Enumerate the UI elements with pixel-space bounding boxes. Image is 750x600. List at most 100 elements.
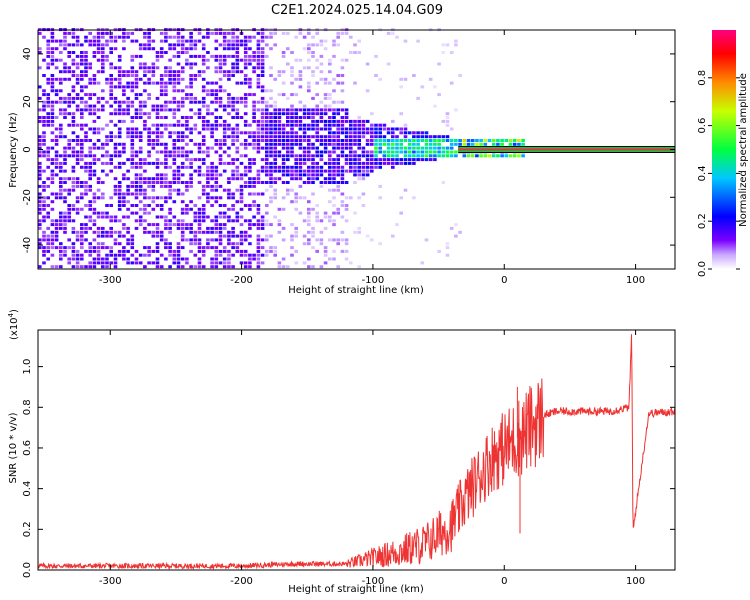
heatmap-cell	[84, 54, 88, 58]
heatmap-cell	[176, 77, 181, 81]
heatmap-cell	[84, 104, 88, 108]
heatmap-cell	[122, 70, 126, 74]
heatmap-cell	[185, 184, 189, 188]
heatmap-cell	[185, 154, 189, 158]
heatmap-cell	[210, 177, 214, 181]
heatmap-cell	[361, 192, 366, 196]
heatmap-cell	[239, 173, 244, 177]
heatmap-cell	[130, 139, 135, 142]
heatmap-cell	[172, 74, 177, 77]
heatmap-cell	[265, 173, 269, 177]
heatmap-cell	[38, 85, 42, 89]
heatmap-cell	[210, 146, 214, 150]
heatmap-cell	[386, 131, 391, 135]
heatmap-cell	[67, 139, 71, 142]
heatmap-cell	[143, 188, 147, 192]
heatmap-cell	[134, 188, 139, 192]
heatmap-cell	[130, 127, 135, 131]
heatmap-cell	[340, 215, 345, 219]
heatmap-cell	[269, 173, 273, 177]
heatmap-cell	[290, 123, 294, 127]
heatmap-cell	[256, 54, 261, 58]
heatmap-cell	[290, 150, 294, 154]
heatmap-cell	[357, 116, 361, 119]
heatmap-cell	[323, 161, 328, 165]
heatmap-cell	[227, 43, 231, 47]
heatmap-cell	[75, 139, 80, 142]
heatmap-cell	[54, 89, 59, 93]
heatmap-cell	[332, 142, 336, 146]
heatmap-cell	[311, 112, 315, 116]
heatmap-cell	[164, 142, 168, 146]
heatmap-cell	[294, 142, 298, 146]
heatmap-cell	[71, 246, 76, 250]
heatmap-cell	[193, 77, 198, 81]
heatmap-cell	[248, 204, 252, 207]
heatmap-cell	[155, 127, 160, 131]
heatmap-cell	[239, 200, 244, 204]
heatmap-cell	[176, 104, 181, 108]
heatmap-cell	[176, 192, 181, 196]
heatmap-cell	[46, 234, 50, 238]
heatmap-cell	[147, 261, 151, 265]
heatmap-cell	[130, 184, 135, 188]
snr-series-line	[37, 334, 676, 571]
heatmap-cell	[155, 246, 160, 250]
y-tick-label: 0.2	[22, 521, 33, 537]
heatmap-cell	[214, 150, 219, 154]
heatmap-cell	[109, 47, 113, 51]
heatmap-cell	[38, 265, 42, 269]
heatmap-cell	[46, 215, 50, 219]
heatmap-cell	[315, 249, 319, 253]
heatmap-cell	[286, 165, 290, 169]
heatmap-cell	[517, 154, 521, 158]
heatmap-cell	[323, 77, 328, 81]
heatmap-cell	[109, 51, 113, 54]
heatmap-cell	[328, 169, 332, 173]
heatmap-cell	[168, 192, 172, 196]
heatmap-cell	[273, 116, 277, 119]
heatmap-cell	[117, 181, 122, 184]
heatmap-cell	[344, 169, 349, 173]
heatmap-cell	[349, 135, 353, 139]
heatmap-cell	[239, 70, 244, 74]
heatmap-cell	[214, 215, 219, 219]
heatmap-cell	[159, 207, 164, 211]
heatmap-cell	[122, 112, 126, 116]
heatmap-cell	[340, 89, 345, 93]
heatmap-cell	[311, 96, 315, 100]
heatmap-cell	[307, 58, 311, 62]
heatmap-cell	[323, 96, 328, 100]
heatmap-cell	[265, 104, 269, 108]
heatmap-cell	[159, 51, 164, 54]
heatmap-cell	[357, 127, 361, 131]
heatmap-cell	[277, 93, 282, 97]
heatmap-cell	[46, 77, 50, 81]
heatmap-cell	[269, 123, 273, 127]
heatmap-cell	[92, 173, 97, 177]
heatmap-cell	[315, 161, 319, 165]
snr-x-ticks: -300 -200 -100 0 100	[99, 330, 645, 587]
heatmap-cell	[147, 127, 151, 131]
heatmap-cell	[176, 165, 181, 169]
heatmap-cell	[193, 123, 198, 127]
heatmap-cell	[143, 226, 147, 230]
heatmap-cell	[361, 131, 366, 135]
heatmap-cell	[185, 96, 189, 100]
heatmap-cell	[155, 116, 160, 119]
heatmap-cell	[105, 230, 109, 234]
heatmap-cell	[239, 96, 244, 100]
heatmap-cell	[130, 39, 135, 43]
heatmap-cell	[180, 219, 185, 223]
heatmap-cell	[130, 238, 135, 242]
heatmap-cell	[290, 70, 294, 74]
heatmap-cell	[231, 158, 235, 162]
heatmap-cell	[105, 139, 109, 142]
heatmap-cell	[172, 35, 177, 39]
heatmap-cell	[201, 35, 206, 39]
heatmap-cell	[340, 238, 345, 242]
heatmap-cell	[59, 257, 63, 261]
heatmap-cell	[75, 96, 80, 100]
heatmap-cell	[59, 58, 63, 62]
heatmap-cell	[323, 169, 328, 173]
